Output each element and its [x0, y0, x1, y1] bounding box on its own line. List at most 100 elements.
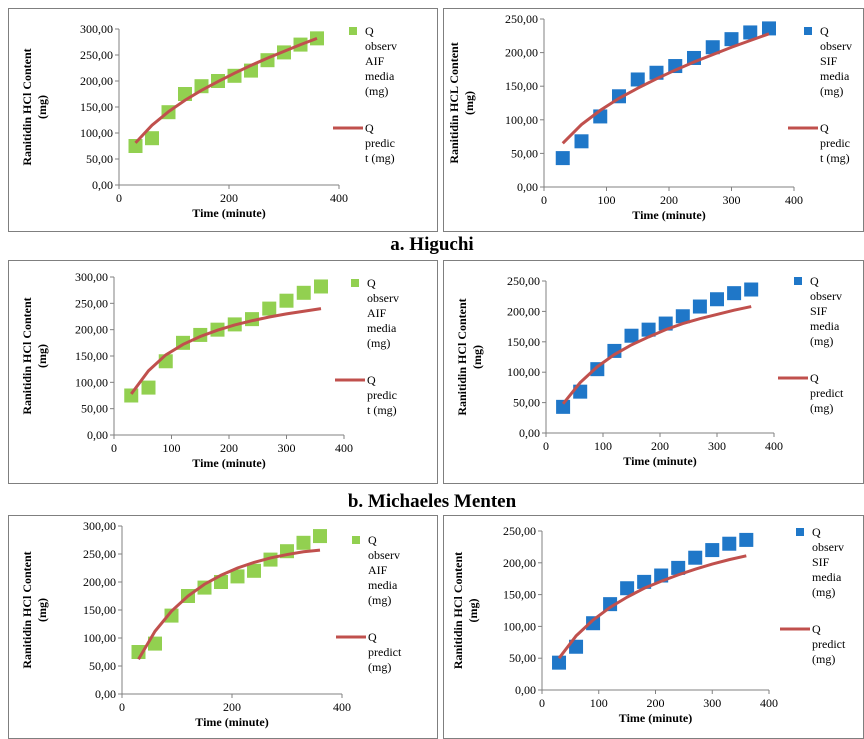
x-tick-label: 200 [223, 700, 241, 714]
observed-point [262, 301, 277, 316]
y-axis-label: Ranitidin HCL Content [447, 42, 461, 163]
y-tick-label: 250,00 [507, 274, 540, 288]
legend-label-observed: media [365, 69, 395, 83]
predicted-line [561, 32, 770, 145]
legend-label-observed: SIF [810, 304, 828, 318]
x-tick-label: 300 [723, 193, 741, 207]
y-axis-label-unit: (mg) [470, 345, 484, 369]
legend-label-predicted: (mg) [812, 652, 835, 666]
y-tick-label: 100,00 [503, 619, 536, 633]
y-tick-label: 300,00 [83, 519, 116, 533]
y-tick-label: 300,00 [80, 22, 113, 36]
observed-point [743, 25, 758, 40]
legend-label-predicted: predic [365, 136, 395, 150]
chart-svg-4: 0,00 50,00 100,00 150,00 200,00 250,00 300,00 0… [20, 519, 402, 729]
legend-label-predicted: predict [812, 637, 846, 651]
x-tick-label: 300 [703, 696, 721, 710]
y-tick-label: 150,00 [507, 335, 540, 349]
chart-panel-2: 0,00 50,00 100,00 150,00 200,00 250,00 300,00 0… [8, 260, 438, 484]
x-tick-label: 400 [330, 191, 348, 205]
observed-point [739, 532, 754, 547]
legend-label-predicted: Q [365, 121, 374, 135]
legend-label-observed: Q [367, 276, 376, 290]
y-axis-label-unit: (mg) [35, 95, 49, 119]
x-tick-label: 0 [541, 193, 547, 207]
observed-point [569, 639, 584, 654]
legend-label-observed: media [810, 319, 840, 333]
legend-label-predicted: predic [367, 388, 397, 402]
legend-label-predicted: predict [810, 386, 844, 400]
observed-point [279, 293, 294, 308]
y-tick-label: 50,00 [509, 651, 536, 665]
chart-panel-4: 0,00 50,00 100,00 150,00 200,00 250,00 300,00 0… [8, 515, 438, 739]
legend-label-predicted: t (mg) [367, 403, 397, 417]
x-tick-label: 400 [785, 193, 803, 207]
legend-marker-observed [349, 27, 357, 35]
chart-panel-5: 0,00 50,00 100,00 150,00 200,00 250,00 0 100 200… [443, 515, 864, 739]
y-tick-label: 300,00 [75, 270, 108, 284]
observed-point [744, 282, 759, 297]
x-tick-label: 0 [111, 441, 117, 455]
observed-point [314, 279, 328, 294]
legend-label-predicted: t (mg) [365, 151, 395, 165]
observed-point [197, 580, 212, 595]
legend-label-observed: (mg) [810, 334, 833, 348]
chart-panel-1: 0,00 50,00 100,00 150,00 200,00 250,00 0 100 200… [443, 8, 864, 232]
observed-point [552, 655, 567, 670]
predicted-line [561, 305, 752, 405]
y-tick-label: 150,00 [83, 603, 116, 617]
x-tick-label: 0 [539, 696, 545, 710]
y-tick-label: 0,00 [95, 687, 116, 701]
y-axis-label-unit: (mg) [462, 91, 476, 115]
y-tick-label: 100,00 [505, 113, 538, 127]
legend-label-predicted: t (mg) [820, 151, 850, 165]
x-tick-label: 400 [335, 441, 353, 455]
y-axis-label-unit: (mg) [35, 598, 49, 622]
observed-point [671, 560, 686, 575]
observed-point [141, 380, 156, 395]
y-axis-label: Ranitidin HCl Content [20, 551, 34, 668]
observed-point [724, 32, 739, 47]
y-tick-label: 50,00 [511, 146, 538, 160]
observed-point [555, 151, 570, 166]
x-tick-label: 200 [220, 191, 238, 205]
legend-label-predicted: predic [820, 136, 850, 150]
y-tick-label: 200,00 [505, 46, 538, 60]
legend-label-observed: (mg) [367, 336, 390, 350]
y-tick-label: 150,00 [80, 100, 113, 114]
legend-label-observed: observ [367, 291, 399, 305]
legend-marker-observed [352, 536, 360, 544]
y-tick-label: 150,00 [75, 349, 108, 363]
y-tick-label: 0,00 [515, 683, 536, 697]
observed-point [688, 550, 703, 565]
legend-label-observed: media [367, 321, 397, 335]
y-tick-label: 150,00 [503, 588, 536, 602]
legend-label-observed: AIF [365, 54, 385, 68]
x-tick-label: 300 [278, 441, 296, 455]
y-axis-label: Ranitidin HCl Content [20, 297, 34, 414]
chart-panel-0: 0,00 50,00 100,00 150,00 200,00 250,00 300,00 0… [8, 8, 438, 232]
y-tick-label: 50,00 [81, 402, 108, 416]
chart-svg-0: 0,00 50,00 100,00 150,00 200,00 250,00 300,00 0… [20, 22, 397, 220]
caption-michaelis-menten: b. Michaeles Menten [347, 491, 517, 512]
y-tick-label: 100,00 [80, 126, 113, 140]
observed-point [247, 563, 261, 578]
y-tick-label: 0,00 [92, 178, 113, 192]
legend-label-observed: (mg) [365, 84, 388, 98]
predicted-line [137, 548, 321, 661]
legend-marker-observed [794, 277, 802, 285]
legend-label-observed: Q [365, 24, 374, 38]
legend-label-observed: media [812, 570, 842, 584]
y-tick-label: 200,00 [503, 556, 536, 570]
legend-label-predicted: Q [820, 121, 829, 135]
observed-point [710, 292, 724, 307]
y-tick-label: 100,00 [507, 365, 540, 379]
predicted-line [130, 307, 322, 395]
x-axis-label: Time (minute) [195, 715, 268, 729]
y-tick-label: 50,00 [513, 396, 540, 410]
y-tick-label: 250,00 [80, 48, 113, 62]
chart-svg-1: 0,00 50,00 100,00 150,00 200,00 250,00 0 100 200… [447, 12, 852, 222]
y-tick-label: 50,00 [86, 152, 113, 166]
legend-label-predicted: predict [368, 645, 402, 659]
legend-label-observed: AIF [368, 563, 388, 577]
